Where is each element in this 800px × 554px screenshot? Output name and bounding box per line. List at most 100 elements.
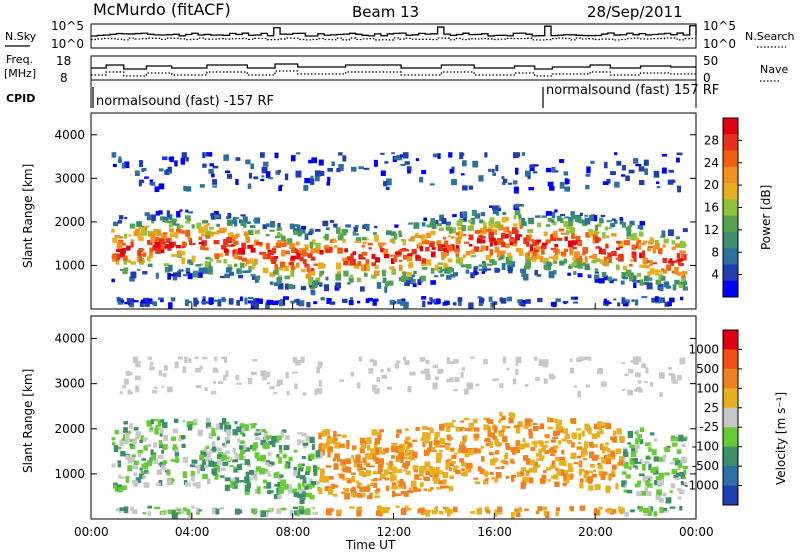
range-time-cell — [199, 454, 205, 461]
range-time-cell — [204, 387, 208, 391]
range-time-cell — [333, 463, 339, 470]
range-time-cell — [299, 439, 305, 444]
range-time-cell — [366, 444, 371, 451]
range-time-cell — [311, 443, 315, 451]
range-time-cell — [461, 447, 465, 453]
range-time-cell — [189, 464, 196, 468]
range-time-cell — [223, 239, 228, 246]
range-time-cell — [336, 509, 342, 514]
range-time-cell — [501, 241, 506, 248]
range-time-cell — [287, 484, 293, 490]
range-time-cell — [221, 417, 227, 425]
range-time-cell — [139, 467, 143, 471]
range-time-cell — [323, 284, 330, 292]
range-time-cell — [362, 264, 368, 272]
range-time-cell — [360, 467, 367, 471]
range-time-cell — [176, 211, 181, 218]
range-time-cell — [274, 493, 280, 500]
range-time-cell — [164, 266, 170, 273]
range-time-cell — [256, 275, 261, 280]
range-time-cell — [267, 464, 272, 467]
range-time-cell — [648, 240, 653, 245]
range-time-cell — [355, 480, 359, 483]
range-time-cell — [252, 262, 256, 266]
range-time-cell — [470, 249, 475, 254]
range-time-cell — [277, 169, 281, 173]
range-time-cell — [570, 418, 577, 424]
range-time-cell — [339, 474, 345, 479]
range-time-cell — [135, 431, 141, 438]
range-time-cell — [453, 468, 457, 473]
range-time-cell — [502, 181, 506, 186]
range-time-cell — [308, 492, 312, 499]
range-time-cell — [379, 247, 385, 251]
range-time-cell — [532, 423, 538, 426]
range-time-cell — [268, 461, 275, 466]
range-time-cell — [525, 458, 531, 465]
range-time-cell — [398, 234, 403, 238]
range-time-cell — [220, 467, 226, 471]
range-time-cell — [336, 262, 342, 270]
range-time-cell — [565, 230, 570, 235]
range-time-cell — [427, 488, 432, 492]
range-time-cell — [200, 245, 205, 250]
range-time-cell — [358, 166, 364, 170]
range-time-cell — [192, 270, 199, 278]
range-time-cell — [367, 454, 373, 460]
range-time-cell — [342, 477, 346, 481]
colorbar-swatch — [723, 150, 738, 168]
range-time-cell — [166, 479, 172, 485]
range-time-cell — [444, 507, 450, 514]
range-time-cell — [423, 217, 427, 222]
range-time-cell — [341, 464, 345, 469]
range-time-cell — [229, 273, 234, 276]
range-time-cell — [325, 465, 332, 468]
range-time-cell — [549, 186, 555, 191]
range-time-cell — [130, 506, 134, 512]
range-time-cell — [370, 453, 376, 460]
range-time-cell — [515, 356, 522, 364]
range-time-cell — [394, 224, 399, 228]
range-time-cell — [404, 249, 409, 252]
range-time-cell — [601, 448, 606, 454]
range-time-cell — [551, 219, 555, 224]
range-time-cell — [515, 152, 521, 157]
range-time-cell — [442, 236, 447, 240]
range-time-cell — [652, 245, 657, 250]
range-time-cell — [635, 163, 642, 167]
range-time-cell — [400, 490, 407, 495]
range-time-cell — [363, 167, 370, 170]
range-time-cell — [465, 466, 472, 473]
range-time-cell — [600, 473, 606, 481]
range-time-cell — [648, 475, 653, 482]
range-time-cell — [374, 388, 380, 395]
range-time-cell — [423, 368, 430, 374]
range-time-cell — [427, 447, 432, 453]
range-time-cell — [472, 447, 478, 454]
range-time-cell — [305, 493, 310, 496]
range-time-cell — [138, 248, 145, 251]
range-time-cell — [350, 472, 356, 476]
range-time-cell — [455, 237, 461, 245]
range-time-cell — [415, 232, 419, 237]
range-time-cell — [544, 266, 549, 271]
range-time-cell — [373, 477, 378, 482]
range-time-cell — [422, 432, 429, 439]
range-time-cell — [273, 472, 279, 478]
range-time-cell — [206, 222, 210, 227]
range-time-cell — [210, 390, 217, 395]
range-time-cell — [406, 490, 413, 494]
range-time-cell — [639, 427, 645, 432]
range-time-cell — [239, 296, 243, 302]
range-time-cell — [585, 231, 591, 238]
range-time-cell — [197, 468, 201, 474]
range-time-cell — [615, 257, 621, 260]
range-time-cell — [140, 470, 145, 474]
range-time-cell — [213, 239, 220, 245]
range-time-cell — [535, 510, 539, 515]
range-time-cell — [463, 241, 469, 244]
range-time-cell — [593, 215, 598, 222]
range-time-cell — [416, 488, 421, 492]
range-time-cell — [330, 483, 335, 490]
range-time-cell — [359, 447, 365, 454]
